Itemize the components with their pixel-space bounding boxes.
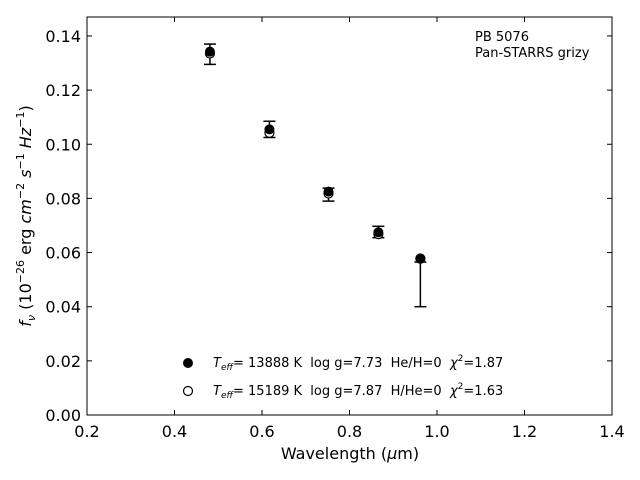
annotation-star-name: PB 5076 [475, 30, 529, 45]
point-filled-circle [373, 227, 384, 238]
y-axis-label: fν (10−26 erg cm−2 s−1 Hz−1) [14, 105, 38, 326]
legend-entry-1: Teff= 13888 K log g=7.73 He/H=0 χ2=1.87 [213, 354, 503, 373]
legend-entry-2: Teff= 15189 K log g=7.87 H/He=0 χ2=1.63 [213, 382, 503, 401]
point-filled-circle [415, 253, 426, 264]
x-tick-label: 1.4 [599, 422, 624, 441]
ticks-layer: 0.2 0.4 0.6 0.8 1.0 1.2 1.4 0.00 0.02 0.04 0.06 0.0… [45, 17, 625, 441]
y-tick-label: 0.04 [45, 298, 81, 317]
x-tick-label: 0.6 [249, 422, 274, 441]
x-axis-label: Wavelength (μm) [281, 444, 419, 463]
point-filled-circle [323, 186, 334, 197]
data-layer [203, 43, 427, 308]
x-tick-label: 0.2 [74, 422, 99, 441]
x-tick-label: 1.2 [512, 422, 537, 441]
y-tick-label: 0.10 [45, 135, 81, 154]
point-filled-circle [264, 124, 275, 135]
x-tick-label: 0.8 [337, 422, 362, 441]
x-tick-label: 1.0 [424, 422, 449, 441]
plot-frame [86, 16, 613, 416]
x-tick-label: 0.4 [162, 422, 187, 441]
point-filled-circle [204, 46, 215, 57]
legend-marker-open [182, 385, 194, 397]
y-tick-label: 0.02 [45, 352, 81, 371]
y-tick-label: 0.12 [45, 81, 81, 100]
legend-marker-filled [183, 358, 193, 368]
annotation-survey: Pan-STARRS grizy [475, 46, 590, 61]
y-tick-label: 0.08 [45, 189, 81, 208]
y-tick-label: 0.00 [45, 406, 81, 425]
legend: Teff= 13888 K log g=7.73 He/H=0 χ2=1.87 … [182, 354, 503, 401]
y-tick-label: 0.14 [45, 27, 81, 46]
y-tick-label: 0.06 [45, 244, 81, 263]
